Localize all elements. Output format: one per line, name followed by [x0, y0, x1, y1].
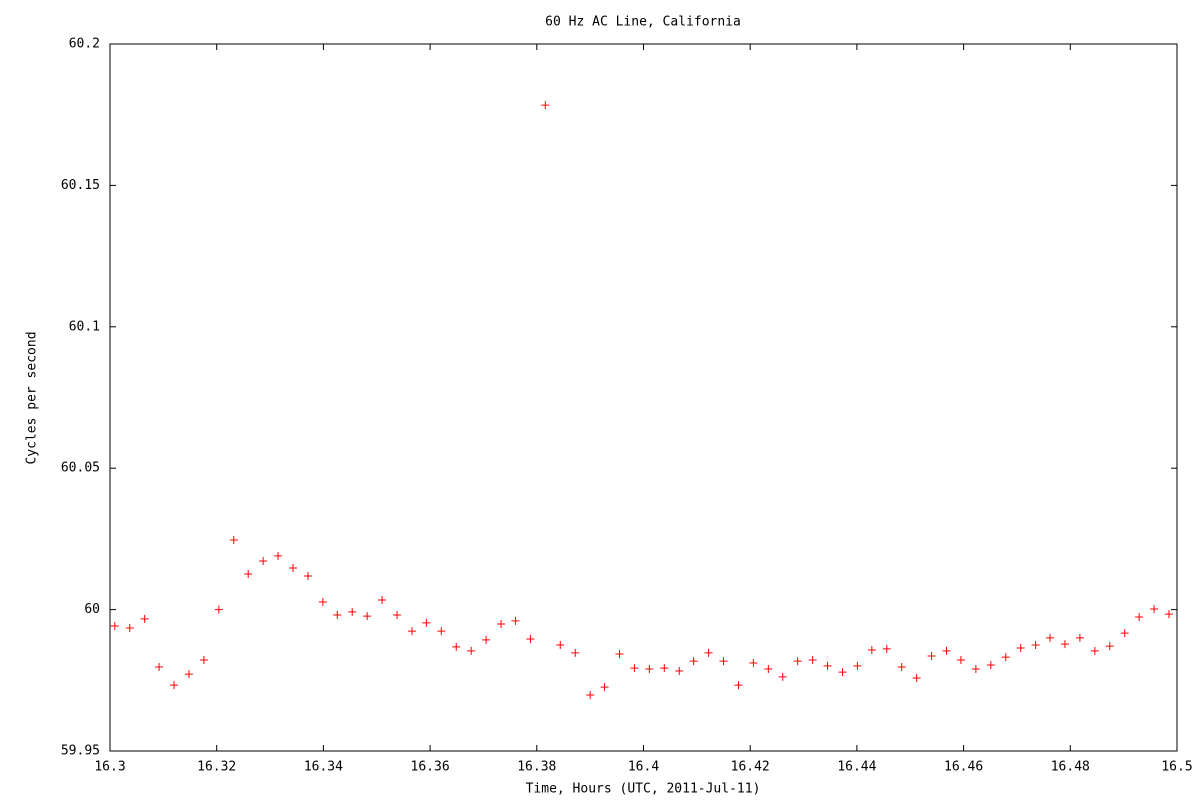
y-tick-label: 60.2: [69, 37, 100, 52]
data-point: [333, 610, 342, 619]
data-point: [897, 663, 906, 672]
data-point: [867, 646, 876, 655]
data-point: [615, 650, 624, 658]
data-point: [511, 616, 520, 625]
chart-title: 60 Hz AC Line, California: [545, 15, 741, 30]
data-point: [110, 622, 119, 631]
data-point: [422, 618, 431, 627]
x-tick-label: 16.38: [517, 760, 556, 775]
data-point: [452, 642, 461, 651]
data-point: [303, 571, 312, 580]
x-tick-label: 16.3: [94, 760, 125, 775]
data-point: [823, 661, 832, 670]
data-point: [467, 646, 476, 655]
data-point: [749, 659, 758, 668]
data-point: [793, 657, 802, 666]
x-tick-label: 16.44: [837, 760, 876, 775]
y-tick-label: 60.05: [61, 461, 100, 476]
data-point: [1135, 612, 1144, 621]
data-point: [184, 670, 193, 679]
data-point: [214, 605, 223, 614]
data-point: [986, 661, 995, 670]
data-point: [734, 681, 743, 690]
x-tick-label: 16.48: [1051, 760, 1090, 775]
data-point: [363, 612, 372, 621]
data-point: [600, 683, 609, 692]
y-tick-label: 59.95: [61, 744, 100, 759]
data-point: [927, 651, 936, 660]
data-point: [288, 564, 297, 573]
data-point: [497, 620, 506, 629]
x-tick-label: 16.42: [731, 760, 770, 775]
data-point: [556, 640, 565, 649]
data-point: [971, 664, 980, 673]
x-tick-label: 16.46: [944, 760, 983, 775]
x-axis-label: Time, Hours (UTC, 2011-Jul-11): [526, 782, 761, 797]
data-point: [244, 569, 253, 578]
data-point: [645, 664, 654, 673]
data-point: [1105, 642, 1114, 651]
data-point: [1016, 644, 1025, 653]
x-tick-label: 16.32: [197, 760, 236, 775]
data-point: [1031, 640, 1040, 649]
data-point: [1060, 640, 1069, 649]
data-point: [942, 646, 951, 655]
data-point: [1120, 629, 1129, 638]
data-point: [378, 595, 387, 604]
data-point: [437, 627, 446, 636]
y-tick-label: 60.1: [69, 319, 100, 334]
data-point: [838, 668, 847, 677]
data-point: [853, 661, 862, 670]
y-tick-label: 60: [84, 602, 100, 617]
data-point: [719, 657, 728, 666]
y-tick-label: 60.15: [61, 178, 100, 193]
data-point: [1165, 610, 1173, 619]
data-point: [1001, 653, 1010, 662]
data-point: [526, 635, 535, 644]
data-point: [675, 666, 684, 675]
data-point: [199, 655, 208, 664]
data-point: [808, 655, 817, 664]
data-point: [586, 691, 595, 700]
x-tick-label: 16.5: [1161, 760, 1192, 775]
data-point: [482, 635, 491, 644]
data-point: [571, 648, 580, 657]
data-point: [1090, 646, 1099, 655]
data-point: [393, 610, 402, 619]
data-point: [689, 657, 698, 666]
data-point: [259, 556, 268, 565]
data-point: [660, 664, 669, 673]
data-point: [274, 551, 283, 560]
data-point: [630, 664, 639, 673]
x-tick-label: 16.34: [304, 760, 343, 775]
data-point: [348, 607, 357, 616]
data-point: [912, 674, 921, 683]
data-point: [541, 101, 550, 110]
plot-border: [109, 43, 1178, 752]
data-point: [778, 672, 787, 681]
data-point: [140, 614, 149, 623]
data-point: [1150, 605, 1159, 614]
x-tick-label: 16.36: [411, 760, 450, 775]
x-tick-label: 16.4: [628, 760, 659, 775]
y-axis-label: Cycles per second: [25, 331, 40, 464]
data-point: [407, 627, 416, 636]
data-point: [170, 681, 179, 690]
data-point: [956, 655, 965, 664]
data-point: [882, 644, 891, 653]
data-point: [229, 536, 238, 545]
data-point: [704, 648, 713, 657]
data-point: [318, 597, 327, 606]
data-point: [1046, 633, 1055, 642]
data-point: [125, 623, 134, 632]
data-point: [155, 663, 164, 672]
data-point: [764, 664, 773, 673]
data-point: [1075, 633, 1084, 642]
